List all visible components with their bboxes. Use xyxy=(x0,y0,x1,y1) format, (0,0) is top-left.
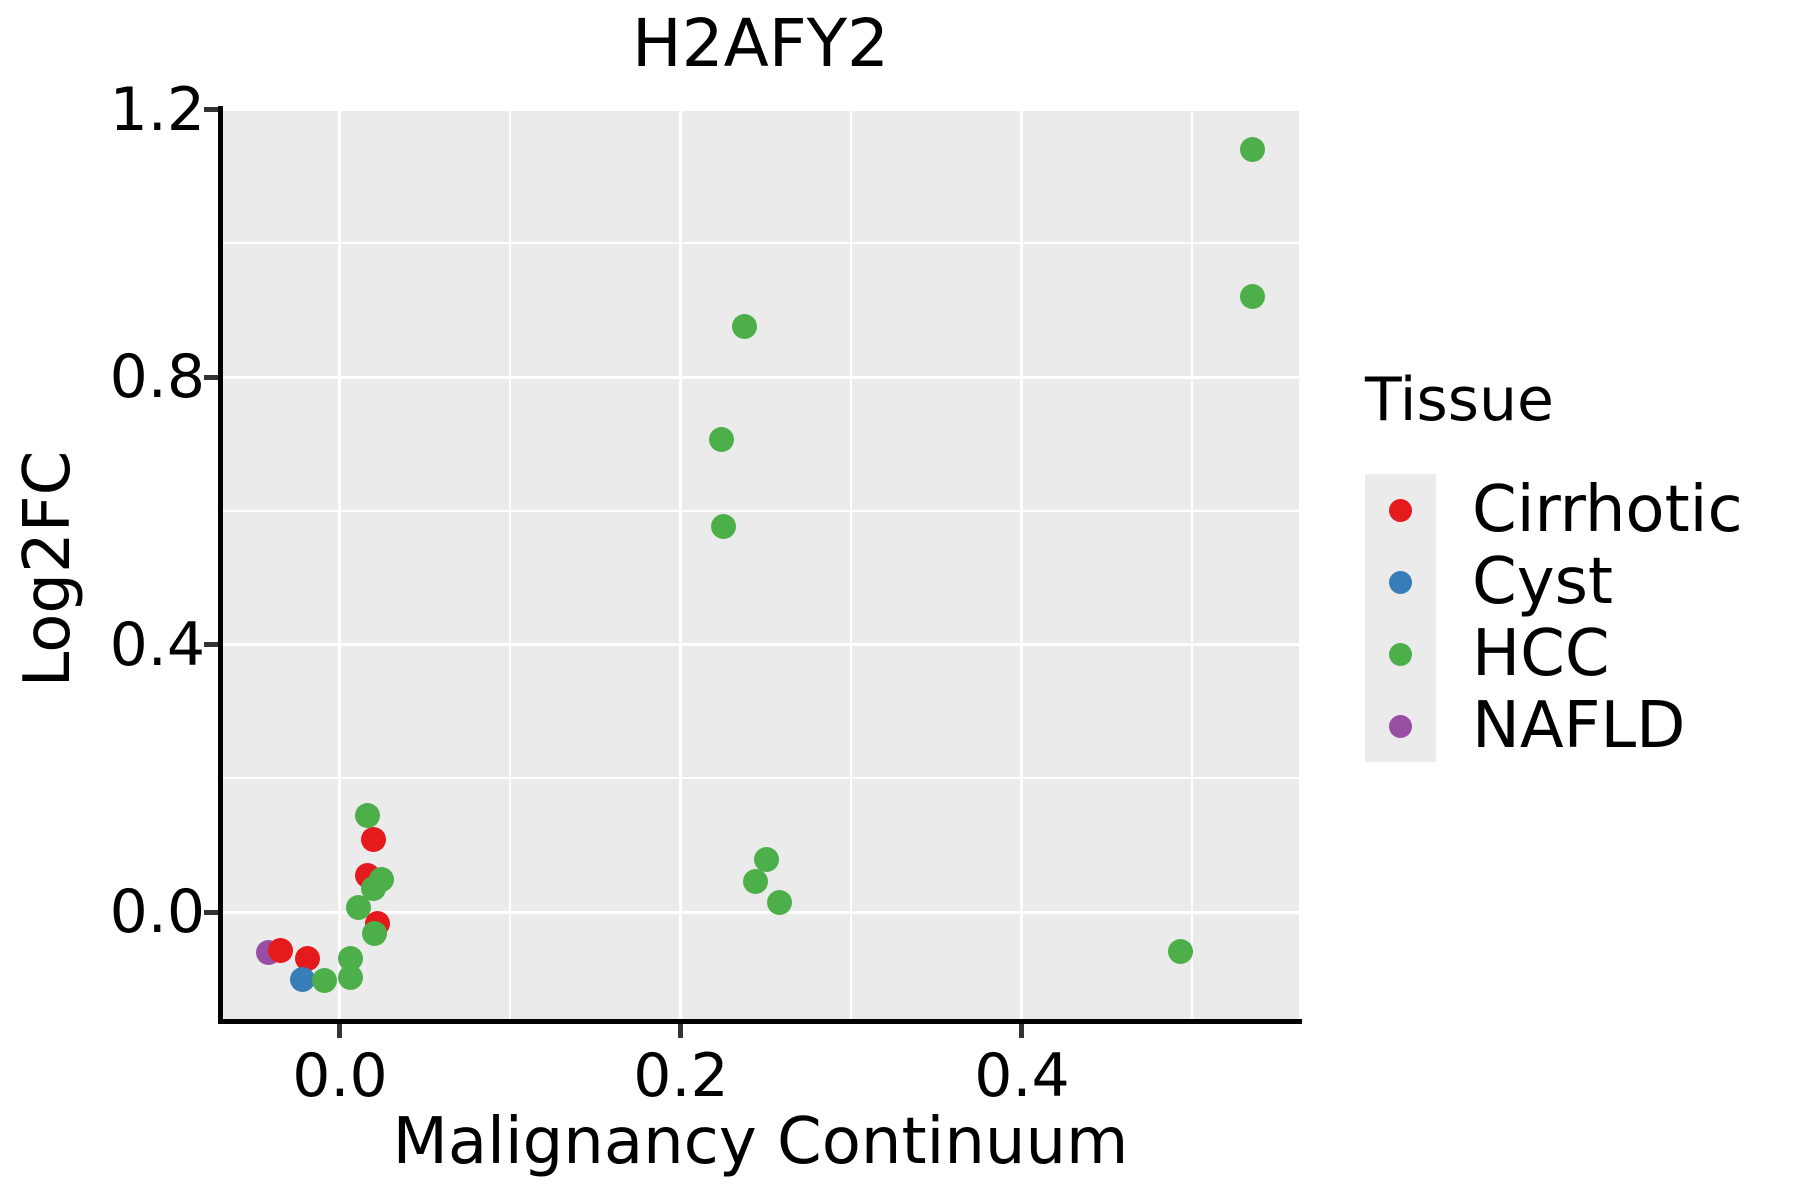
y-tick-label: 1.2 xyxy=(109,74,205,145)
data-point-cyst xyxy=(289,967,315,993)
legend-item-label: NAFLD xyxy=(1472,689,1686,763)
data-point-hcc xyxy=(731,313,757,339)
x-tick-mark xyxy=(678,1024,684,1038)
data-point-hcc xyxy=(743,869,769,895)
legend-key xyxy=(1365,546,1436,618)
y-tick-mark xyxy=(204,909,218,915)
y-gridline-minor xyxy=(222,242,1299,245)
legend-item-label: Cyst xyxy=(1472,545,1613,619)
y-tick-mark xyxy=(204,107,218,113)
legend-dot-icon xyxy=(1389,498,1412,522)
y-gridline-major xyxy=(222,910,1299,914)
legend-title: Tissue xyxy=(1365,365,1554,435)
x-gridline-major xyxy=(679,110,683,1020)
data-point-cirrhotic xyxy=(360,826,386,852)
data-point-cirrhotic xyxy=(267,938,293,964)
x-tick-label: 0.4 xyxy=(974,1041,1070,1111)
x-axis-title: Malignancy Continuum xyxy=(392,1105,1129,1179)
legend-item-hcc: HCC xyxy=(1365,618,1743,690)
y-tick-label: 0.4 xyxy=(109,609,205,680)
x-tick-mark xyxy=(337,1024,343,1038)
x-tick-label: 0.2 xyxy=(633,1041,729,1111)
data-point-hcc xyxy=(346,895,372,921)
data-point-hcc xyxy=(312,967,338,993)
legend-dot-icon xyxy=(1389,570,1412,594)
y-gridline-major xyxy=(222,110,1299,112)
y-gridline-minor xyxy=(222,509,1299,512)
legend: Tissue Cirrhotic Cyst HCC NAFLD xyxy=(1365,370,1743,762)
x-gridline-minor xyxy=(1191,110,1194,1020)
data-point-hcc xyxy=(711,513,737,539)
legend-dot-icon xyxy=(1389,642,1412,666)
y-gridline-major xyxy=(222,375,1299,379)
x-gridline-major xyxy=(1020,110,1024,1020)
data-point-cirrhotic xyxy=(295,945,321,971)
x-gridline-minor xyxy=(509,110,512,1020)
y-axis-title: Log2FC xyxy=(11,450,85,688)
legend-key xyxy=(1365,618,1436,690)
data-point-hcc xyxy=(753,847,779,873)
y-gridline-minor xyxy=(222,777,1299,780)
legend-dot-icon xyxy=(1389,714,1412,738)
legend-items: Cirrhotic Cyst HCC NAFLD xyxy=(1365,474,1743,762)
data-point-hcc xyxy=(1239,283,1265,309)
x-tick-label: 0.0 xyxy=(292,1041,388,1111)
x-tick-mark xyxy=(1019,1024,1025,1038)
data-point-hcc xyxy=(709,427,735,453)
legend-item-cirrhotic: Cirrhotic xyxy=(1365,474,1743,546)
legend-item-cyst: Cyst xyxy=(1365,546,1743,618)
y-tick-label: 0.8 xyxy=(109,342,205,413)
legend-item-label: HCC xyxy=(1472,617,1610,691)
x-gridline-minor xyxy=(850,110,853,1020)
y-gridline-major xyxy=(222,643,1299,646)
data-point-hcc xyxy=(354,803,380,829)
legend-item-nafld: NAFLD xyxy=(1365,690,1743,762)
legend-key xyxy=(1365,474,1436,546)
y-tick-mark xyxy=(204,642,218,647)
x-axis-line xyxy=(218,1019,1302,1024)
data-point-hcc xyxy=(362,920,388,946)
legend-item-label: Cirrhotic xyxy=(1472,473,1743,547)
data-point-hcc xyxy=(1239,137,1265,163)
y-tick-label: 0.0 xyxy=(109,877,205,947)
y-tick-mark xyxy=(204,374,218,380)
chart-title: H2AFY2 xyxy=(631,5,890,82)
data-point-hcc xyxy=(767,890,793,916)
y-axis-line xyxy=(218,106,223,1024)
data-point-hcc xyxy=(337,965,363,991)
plot-panel xyxy=(222,110,1299,1020)
legend-key xyxy=(1365,690,1436,762)
x-gridline-major xyxy=(338,110,342,1020)
data-point-hcc xyxy=(1168,938,1193,964)
